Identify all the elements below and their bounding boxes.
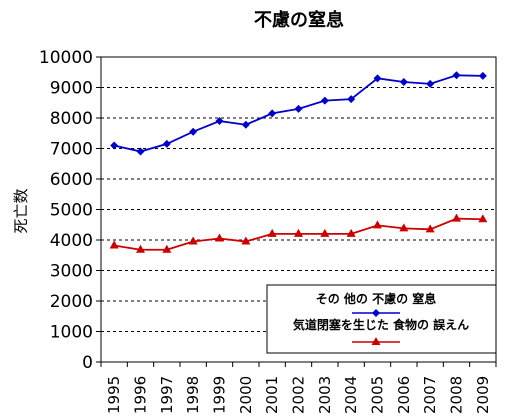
y-tick-label: 7000 bbox=[50, 140, 93, 160]
data-point bbox=[241, 120, 250, 129]
data-point bbox=[452, 213, 461, 222]
data-point bbox=[136, 147, 145, 156]
y-tick-label: 4000 bbox=[50, 231, 93, 251]
data-point bbox=[215, 233, 224, 242]
data-point bbox=[425, 224, 435, 233]
x-tick-label: 2002 bbox=[290, 376, 308, 414]
data-point bbox=[215, 117, 224, 126]
legend-marker-series-2 bbox=[371, 337, 381, 345]
data-point bbox=[267, 228, 277, 237]
y-tick-label: 8000 bbox=[50, 109, 93, 129]
x-tick-label: 2005 bbox=[369, 376, 387, 414]
series-group bbox=[109, 71, 488, 253]
data-point bbox=[294, 104, 303, 113]
x-tick-label: 1995 bbox=[105, 376, 123, 414]
data-point bbox=[109, 240, 119, 249]
x-tick-label: 1999 bbox=[211, 376, 229, 414]
y-tick-label: 9000 bbox=[50, 79, 93, 99]
x-tick-label: 1996 bbox=[132, 376, 150, 414]
data-point bbox=[399, 223, 409, 232]
data-point bbox=[346, 228, 356, 237]
legend-label-series-1: その 他の 不慮の 窒息 bbox=[316, 291, 437, 306]
data-point bbox=[373, 220, 382, 229]
y-tick-label: 1000 bbox=[50, 323, 93, 343]
chart-title: 不慮の窒息 bbox=[254, 9, 344, 31]
data-point bbox=[294, 228, 303, 237]
data-point bbox=[320, 228, 330, 237]
data-point bbox=[426, 79, 435, 88]
data-point bbox=[189, 127, 198, 136]
data-point bbox=[373, 74, 382, 83]
data-point bbox=[162, 244, 172, 253]
legend: その 他の 不慮の 窒息 気道閉塞を生じた 食物の 誤えん bbox=[266, 284, 497, 354]
x-tick-label: 2001 bbox=[263, 376, 281, 414]
y-tick-label: 3000 bbox=[50, 262, 93, 282]
data-point bbox=[399, 78, 408, 87]
data-point bbox=[136, 244, 145, 253]
legend-label-series-2: 気道閉塞を生じた 食物の 誤えん bbox=[293, 317, 469, 332]
x-tick-label: 1997 bbox=[158, 376, 176, 414]
data-point bbox=[478, 214, 488, 223]
x-tick-label: 2009 bbox=[474, 376, 492, 414]
x-tick-label: 2007 bbox=[421, 376, 439, 414]
data-point bbox=[110, 141, 119, 150]
x-tick-label: 2008 bbox=[448, 376, 466, 414]
y-tick-label: 0 bbox=[82, 353, 93, 373]
x-tick-label: 2000 bbox=[237, 376, 255, 414]
data-point bbox=[347, 95, 356, 104]
x-tick-label: 1998 bbox=[184, 376, 202, 414]
y-axis-label: 死亡数 bbox=[12, 188, 30, 233]
data-point bbox=[188, 236, 198, 245]
data-point bbox=[241, 236, 251, 245]
data-point bbox=[320, 96, 329, 105]
y-tick-label: 6000 bbox=[50, 170, 93, 190]
data-point bbox=[162, 139, 171, 148]
legend-marker bbox=[372, 309, 380, 317]
y-axis-ticks: 0 1000 2000 3000 4000 5000 6000 7000 8000 9000 100… bbox=[39, 48, 101, 373]
series-line-1 bbox=[113, 74, 483, 153]
data-point bbox=[478, 71, 487, 80]
y-tick-label: 10000 bbox=[39, 48, 93, 68]
x-axis-ticks: 1995 1996 1997 1998 1999 2000 2001 2002 2003 2004… bbox=[100, 362, 497, 414]
data-point bbox=[452, 71, 461, 80]
y-tick-label: 5000 bbox=[50, 201, 93, 221]
legend-marker bbox=[371, 337, 381, 345]
x-tick-label: 2006 bbox=[395, 376, 413, 414]
x-tick-label: 2004 bbox=[342, 376, 360, 414]
x-tick-label: 2003 bbox=[316, 376, 334, 414]
legend-marker-series-1 bbox=[372, 309, 380, 317]
data-point bbox=[268, 109, 277, 118]
y-tick-label: 2000 bbox=[50, 292, 93, 312]
